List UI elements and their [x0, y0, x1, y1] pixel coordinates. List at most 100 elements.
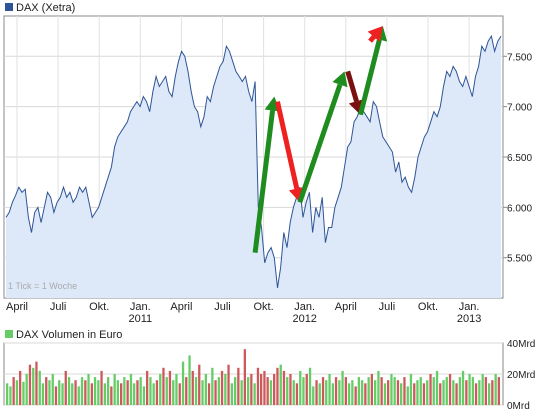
- volume-bar: [269, 380, 273, 405]
- volume-bar: [315, 380, 318, 405]
- volume-bar: [107, 377, 110, 405]
- volume-bar: [289, 374, 292, 405]
- volume-bar: [149, 377, 152, 405]
- price-line: [5, 34, 502, 288]
- volume-bar: [474, 383, 478, 405]
- volume-bar: [126, 380, 129, 405]
- volume-y-tick-label: 0Mrd: [507, 401, 530, 412]
- trend-arrow-shaft: [252, 110, 276, 253]
- volume-bar: [354, 386, 357, 405]
- volume-legend-swatch: [5, 330, 13, 338]
- volume-bar: [84, 380, 87, 405]
- volume-bar: [103, 383, 106, 405]
- volume-bar: [58, 380, 61, 405]
- volume-bar: [370, 374, 373, 405]
- volume-bar: [455, 383, 458, 405]
- volume-bar: [276, 367, 279, 405]
- volume-bar: [328, 374, 331, 405]
- volume-bar: [32, 367, 35, 405]
- volume-bar: [413, 383, 416, 405]
- price-x-tick-label: Jan.: [130, 301, 151, 313]
- volume-bar: [80, 377, 84, 405]
- price-y-tick-label: 7.500: [507, 52, 532, 63]
- volume-bar: [364, 383, 367, 405]
- volume-bar: [253, 383, 256, 405]
- price-x-tick-label: April: [6, 301, 28, 313]
- volume-bar: [465, 380, 468, 405]
- volume-bar: [263, 370, 266, 405]
- volume-bar: [445, 377, 448, 405]
- volume-bar: [494, 374, 497, 405]
- volume-bar: [100, 370, 103, 405]
- volume-bar: [468, 374, 471, 405]
- volume-bar: [15, 380, 19, 405]
- volume-bar: [387, 380, 390, 405]
- volume-bar: [243, 349, 246, 405]
- trend-arrow-shaft: [297, 83, 343, 204]
- volume-bar: [146, 370, 149, 405]
- volume-bar: [351, 380, 354, 405]
- volume-bar: [230, 383, 233, 405]
- trend-arrow-shaft: [358, 39, 382, 116]
- volume-bar: [38, 370, 41, 405]
- volume-bar: [77, 386, 80, 405]
- trend-arrow: [297, 71, 348, 204]
- volume-bar: [12, 377, 15, 405]
- volume-bar: [481, 374, 484, 405]
- volume-bar: [90, 383, 93, 405]
- volume-bar: [93, 377, 97, 405]
- volume-bar: [312, 386, 315, 405]
- volume-legend-label: DAX Volumen in Euro: [16, 329, 122, 341]
- volume-bar: [295, 383, 299, 405]
- volume-bar: [185, 377, 188, 405]
- volume-bar: [133, 383, 136, 405]
- volume-bar: [484, 377, 487, 405]
- volume-bar: [64, 370, 67, 405]
- trend-arrow-shaft: [275, 101, 300, 190]
- volume-y-axis: 0Mrd 20Mrd 40Mrd: [507, 339, 535, 412]
- volume-bar: [471, 377, 474, 405]
- volume-bar: [409, 374, 413, 405]
- price-area: [6, 36, 501, 298]
- volume-bar: [201, 380, 204, 405]
- volume-bar: [452, 380, 455, 405]
- volume-bar: [357, 377, 360, 405]
- price-legend-label: DAX (Xetra): [16, 2, 75, 14]
- volume-bar: [123, 377, 126, 405]
- volume-bar: [318, 383, 321, 405]
- volume-bar: [162, 367, 165, 405]
- volume-bar: [400, 383, 403, 405]
- volume-bar: [390, 374, 393, 405]
- price-x-year-label: 2013: [457, 313, 481, 325]
- price-y-tick-label: 6.000: [507, 203, 532, 214]
- volume-bar: [286, 377, 289, 405]
- volume-bar: [22, 381, 25, 406]
- volume-bar: [25, 374, 28, 405]
- volume-bar: [237, 367, 240, 405]
- trend-arrows: [252, 26, 388, 253]
- volume-bar: [9, 386, 12, 405]
- trend-arrow-head: [332, 71, 348, 88]
- volume-bar: [426, 380, 429, 405]
- volume-bar: [282, 370, 286, 405]
- volume-bar: [383, 383, 387, 405]
- volume-bar: [35, 361, 38, 405]
- volume-bar: [416, 380, 419, 405]
- volume-bar: [224, 374, 227, 405]
- volume-bar: [87, 374, 90, 405]
- volume-bar: [152, 383, 155, 405]
- volume-bar: [380, 377, 383, 405]
- volume-bar: [341, 370, 344, 405]
- volume-bar: [175, 374, 178, 405]
- volume-bar: [279, 364, 282, 405]
- volume-bar: [41, 383, 45, 405]
- volume-bar: [461, 370, 465, 405]
- volume-bar: [247, 377, 250, 405]
- volume-bar: [181, 361, 185, 405]
- tick-note: 1 Tick = 1 Woche: [8, 281, 77, 291]
- volume-bar: [61, 383, 64, 405]
- volume-bar: [67, 377, 71, 405]
- price-plot: [5, 34, 502, 298]
- volume-bars: [6, 349, 500, 406]
